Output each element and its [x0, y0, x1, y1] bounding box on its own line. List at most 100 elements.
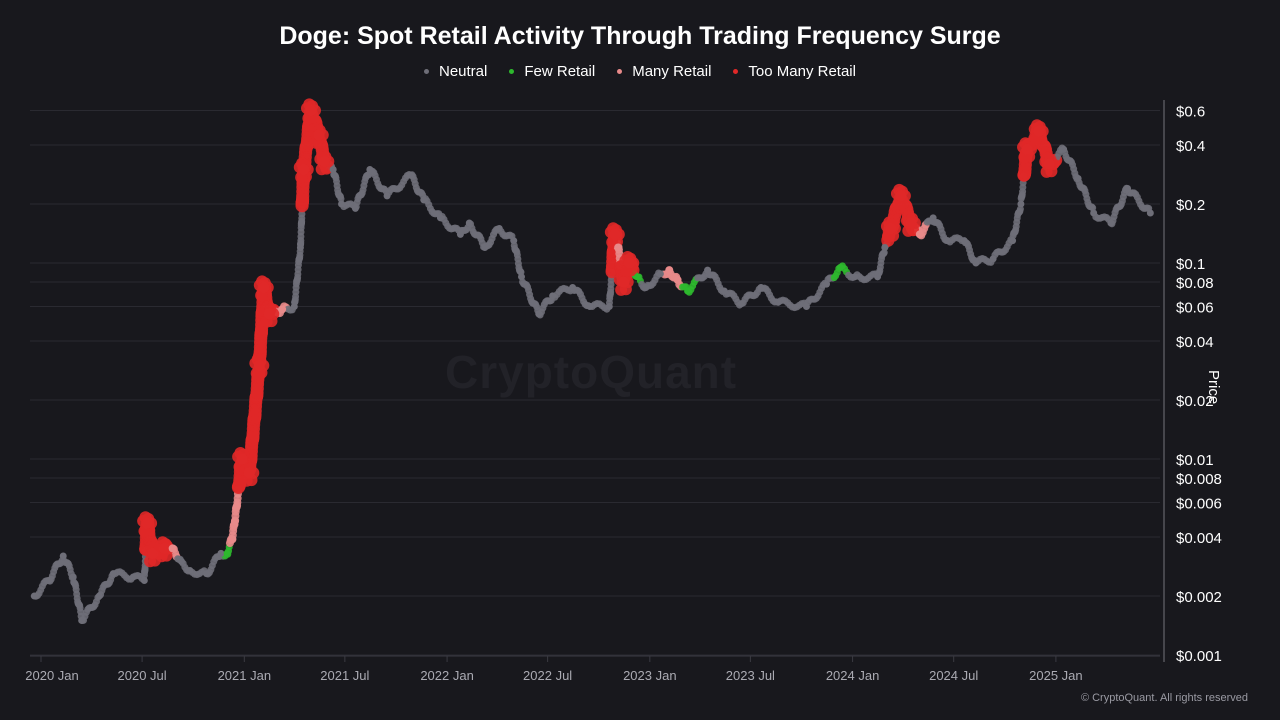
- data-point: [822, 280, 830, 288]
- legend-label: Too Many Retail: [748, 63, 856, 80]
- data-point: [495, 224, 503, 232]
- data-point: [420, 196, 428, 204]
- data-point: [634, 273, 642, 281]
- legend-item-too-many-retail[interactable]: Too Many Retail: [733, 63, 856, 80]
- x-tick-label: 2021 Jul: [320, 668, 369, 683]
- data-point: [549, 292, 557, 300]
- data-point: [1090, 209, 1098, 217]
- legend: Neutral Few Retail Many Retail Too Many …: [0, 63, 1280, 80]
- data-point: [45, 576, 53, 584]
- data-point: [481, 243, 489, 251]
- data-point: [929, 214, 937, 222]
- data-point: [1033, 125, 1045, 137]
- data-point: [129, 573, 137, 581]
- data-point: [774, 298, 782, 306]
- y-tick-label: $0.1: [1176, 256, 1205, 273]
- y-tick-label: $0.2: [1176, 197, 1205, 214]
- data-point: [290, 302, 298, 310]
- y-tick-label: $0.4: [1176, 138, 1205, 155]
- data-point: [465, 219, 473, 227]
- data-point: [351, 204, 359, 212]
- data-point: [802, 302, 810, 310]
- y-tick-label: $0.006: [1176, 495, 1222, 512]
- data-point: [168, 544, 177, 553]
- x-tick-label: 2022 Jan: [420, 668, 474, 683]
- y-tick-label: $0.001: [1176, 648, 1222, 665]
- y-tick-label: $0.02: [1176, 393, 1214, 410]
- data-point: [456, 230, 464, 238]
- data-point: [1124, 184, 1132, 192]
- few-retail-marker-icon: [509, 69, 515, 74]
- data-point: [329, 165, 337, 173]
- data-point: [223, 549, 231, 557]
- data-point: [140, 576, 148, 584]
- data-point: [59, 552, 67, 560]
- data-point: [586, 302, 594, 310]
- data-point: [258, 281, 270, 293]
- data-point: [296, 243, 304, 251]
- data-point: [836, 263, 844, 271]
- y-tick-label: $0.002: [1176, 589, 1222, 606]
- data-point: [228, 535, 237, 544]
- data-point: [535, 310, 543, 318]
- data-point: [609, 228, 621, 240]
- y-tick-label: $0.004: [1176, 530, 1222, 547]
- data-point: [298, 163, 310, 175]
- data-point: [263, 308, 275, 320]
- data-point: [141, 517, 153, 529]
- x-tick-label: 2023 Jul: [726, 668, 775, 683]
- data-point: [1146, 209, 1154, 217]
- data-point: [158, 542, 170, 554]
- data-point: [720, 287, 728, 295]
- x-tick-label: 2022 Jul: [523, 668, 572, 683]
- data-point: [684, 287, 692, 295]
- legend-item-few-retail[interactable]: Few Retail: [509, 63, 595, 80]
- data-point: [278, 305, 287, 314]
- data-point: [614, 243, 623, 252]
- data-point: [1021, 143, 1033, 155]
- data-point: [656, 270, 664, 278]
- x-tick-label: 2024 Jul: [929, 668, 978, 683]
- data-point: [78, 616, 86, 624]
- data-point: [1043, 158, 1055, 170]
- copyright: © CryptoQuant. All rights reserved: [1080, 692, 1248, 704]
- data-point: [881, 243, 889, 251]
- y-tick-label: $0.6: [1176, 103, 1205, 120]
- data-point: [69, 573, 77, 581]
- data-point: [874, 273, 882, 281]
- legend-item-many-retail[interactable]: Many Retail: [617, 63, 711, 80]
- y-tick-label: $0.08: [1176, 275, 1214, 292]
- data-point: [944, 237, 952, 245]
- data-point: [1017, 200, 1025, 208]
- data-point: [30, 592, 38, 600]
- legend-item-neutral[interactable]: Neutral: [424, 63, 487, 80]
- scatter-point: [337, 195, 345, 203]
- x-tick-label: 2023 Jan: [623, 668, 677, 683]
- too-many-retail-marker-icon: [733, 69, 739, 74]
- data-point: [673, 275, 682, 284]
- many-retail-marker-icon: [617, 69, 623, 74]
- data-point: [737, 300, 745, 308]
- data-point: [366, 165, 374, 173]
- data-point: [905, 217, 917, 229]
- data-point: [704, 266, 712, 274]
- scatter-point: [880, 249, 888, 257]
- data-point: [518, 273, 526, 281]
- data-point: [1107, 219, 1115, 227]
- data-point: [318, 155, 330, 167]
- data-point: [972, 259, 980, 267]
- data-point: [243, 467, 255, 479]
- data-point: [618, 276, 630, 288]
- data-point: [338, 200, 346, 208]
- data-point: [305, 104, 317, 116]
- data-point: [436, 214, 444, 222]
- x-tick-label: 2021 Jan: [218, 668, 272, 683]
- data-point: [989, 255, 997, 263]
- data-point: [851, 273, 859, 281]
- data-point: [605, 302, 613, 310]
- x-tick-label: 2020 Jul: [118, 668, 167, 683]
- data-point: [623, 257, 635, 269]
- data-point: [217, 549, 225, 557]
- data-point: [642, 283, 650, 291]
